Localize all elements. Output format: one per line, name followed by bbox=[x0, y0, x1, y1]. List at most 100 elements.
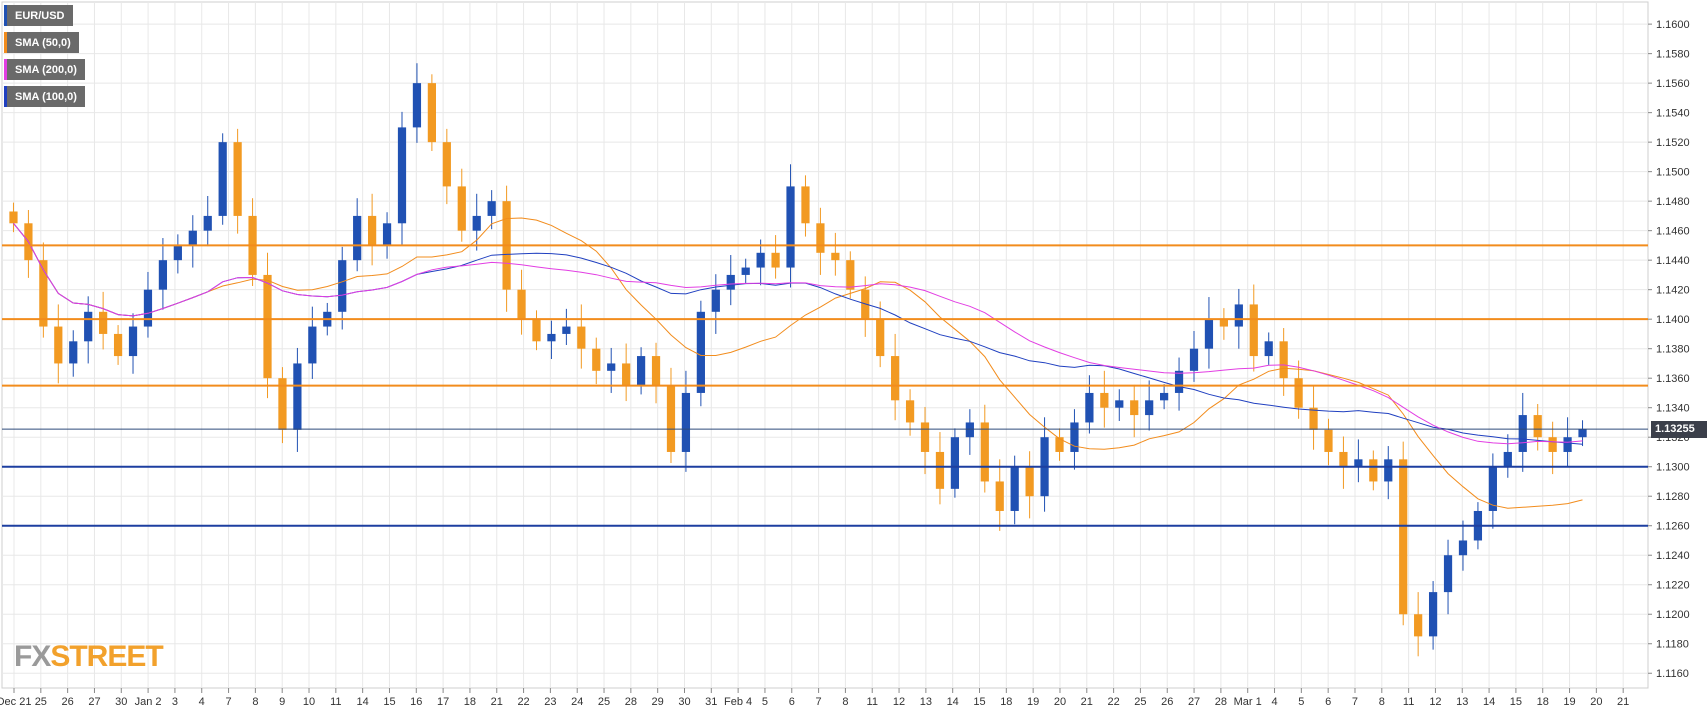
candle-body bbox=[472, 215, 481, 231]
legend-item-eurusd[interactable]: EUR/USD bbox=[4, 5, 73, 26]
x-tick-label: 31 bbox=[705, 696, 717, 708]
candle-body bbox=[308, 326, 317, 364]
candle-body bbox=[592, 348, 601, 371]
y-tick-label: 1.1420 bbox=[1656, 285, 1690, 297]
candle-body bbox=[457, 186, 466, 231]
x-tick-label: 18 bbox=[1537, 696, 1549, 708]
legend-item-sma100[interactable]: SMA (100,0) bbox=[4, 86, 85, 107]
legend-label-sma100: SMA (100,0) bbox=[15, 90, 77, 103]
y-tick-label: 1.1200 bbox=[1656, 609, 1690, 621]
x-tick-label: 19 bbox=[1027, 696, 1039, 708]
sma200-line bbox=[13, 222, 1583, 445]
candle-body bbox=[1189, 348, 1199, 371]
candle-body bbox=[980, 422, 989, 482]
x-tick-label: 13 bbox=[1456, 696, 1468, 708]
candle-body bbox=[39, 260, 48, 327]
candle-body bbox=[1339, 451, 1348, 467]
candle-body bbox=[711, 289, 720, 312]
legend-label-eurusd: EUR/USD bbox=[15, 9, 65, 22]
y-tick-label: 1.1380 bbox=[1656, 344, 1690, 356]
candle-body bbox=[1533, 415, 1542, 438]
candle-body bbox=[622, 363, 631, 386]
candle-body bbox=[1563, 437, 1572, 452]
plot-area bbox=[1, 1, 1649, 689]
legend-swatch-sma200 bbox=[4, 59, 7, 80]
candle-body bbox=[1100, 392, 1109, 408]
y-tick-label: 1.1220 bbox=[1656, 580, 1690, 592]
x-tick-label: 21 bbox=[1617, 696, 1629, 708]
candle-body bbox=[158, 260, 168, 290]
candle-body bbox=[1279, 341, 1288, 379]
y-tick-label: 1.1500 bbox=[1656, 167, 1690, 179]
candle-body bbox=[278, 378, 287, 430]
x-tick-label: 12 bbox=[1429, 696, 1441, 708]
x-tick-label: 20 bbox=[1590, 696, 1602, 708]
candle-body bbox=[1414, 614, 1423, 637]
x-tick-label: 29 bbox=[652, 696, 664, 708]
candle-body bbox=[636, 356, 646, 386]
candle-body bbox=[128, 326, 138, 357]
x-tick-label: 15 bbox=[1510, 696, 1522, 708]
legend-item-sma200[interactable]: SMA (200,0) bbox=[4, 59, 85, 80]
x-tick-label: 16 bbox=[410, 696, 422, 708]
y-tick-label: 1.1580 bbox=[1656, 49, 1690, 61]
legend-label-sma200: SMA (200,0) bbox=[15, 63, 77, 76]
x-tick-label: 12 bbox=[893, 696, 905, 708]
candle-body bbox=[577, 326, 586, 349]
candle-body bbox=[69, 341, 78, 364]
candle-body bbox=[353, 215, 362, 261]
legend-swatch-sma50 bbox=[4, 32, 7, 53]
x-tick-label: 6 bbox=[1325, 696, 1331, 708]
candle-body bbox=[891, 356, 900, 401]
candle-body bbox=[741, 267, 750, 275]
x-tick-label: 5 bbox=[762, 696, 768, 708]
x-tick-label: 26 bbox=[62, 696, 74, 708]
logo-street: STREET bbox=[50, 640, 163, 673]
x-tick-label: 20 bbox=[1054, 696, 1066, 708]
candle-body bbox=[607, 363, 616, 371]
legend-item-sma50[interactable]: SMA (50,0) bbox=[4, 32, 79, 53]
candle-body bbox=[1204, 319, 1214, 349]
candle-body bbox=[1384, 459, 1393, 482]
candle-body bbox=[368, 215, 377, 246]
candle-body bbox=[756, 252, 765, 268]
candle-body bbox=[831, 252, 840, 261]
y-tick-label: 1.1240 bbox=[1656, 550, 1690, 562]
x-tick-label: 28 bbox=[625, 696, 637, 708]
current-price-tag: 1.13255 bbox=[1651, 421, 1707, 439]
candle-body bbox=[1264, 341, 1273, 357]
logo-fx: FX bbox=[14, 640, 51, 673]
x-tick-label: 7 bbox=[1352, 696, 1358, 708]
y-tick-label: 1.1360 bbox=[1656, 373, 1690, 385]
y-tick-label: 1.1180 bbox=[1656, 639, 1689, 651]
candle-body bbox=[547, 333, 556, 342]
candle-body bbox=[532, 319, 541, 342]
candle-body bbox=[1010, 466, 1019, 511]
x-tick-label: 7 bbox=[225, 696, 231, 708]
x-tick-label: 14 bbox=[947, 696, 959, 708]
candle-body bbox=[995, 481, 1004, 511]
candle-body bbox=[1174, 370, 1184, 393]
candle-body bbox=[1548, 437, 1557, 452]
legend-swatch-eurusd bbox=[4, 5, 7, 26]
y-tick-label: 1.1260 bbox=[1656, 521, 1690, 533]
candle-body bbox=[487, 201, 496, 216]
candle-body bbox=[786, 186, 795, 268]
x-tick-label: 23 bbox=[544, 696, 556, 708]
candle-body bbox=[1070, 422, 1079, 452]
y-tick-label: 1.1560 bbox=[1656, 78, 1690, 90]
x-tick-label: 15 bbox=[383, 696, 395, 708]
x-tick-label: 17 bbox=[437, 696, 449, 708]
candle-body bbox=[1234, 304, 1243, 327]
x-tick-label: 19 bbox=[1563, 696, 1575, 708]
candle-body bbox=[263, 274, 272, 379]
candle-body bbox=[84, 311, 93, 342]
y-tick-label: 1.1480 bbox=[1656, 196, 1690, 208]
x-tick-label: Feb 4 bbox=[724, 696, 752, 708]
candle-body bbox=[1115, 400, 1124, 408]
candle-body bbox=[338, 260, 347, 312]
x-tick-label: 28 bbox=[1215, 696, 1227, 708]
x-tick-label: 22 bbox=[1107, 696, 1119, 708]
candle-body bbox=[726, 274, 735, 290]
